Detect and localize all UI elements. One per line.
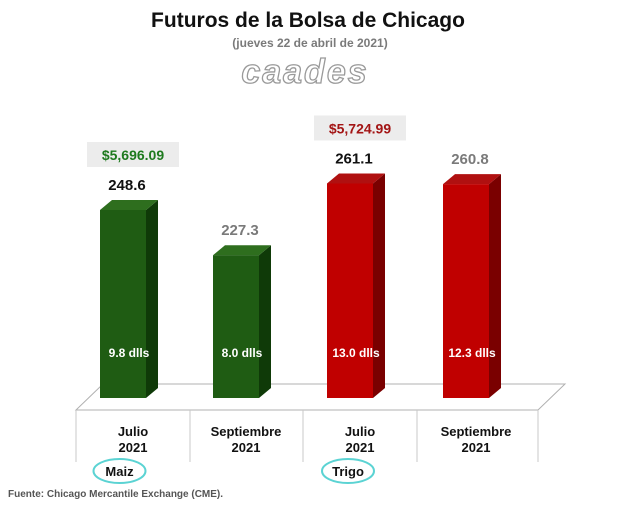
group-label: Trigo bbox=[332, 464, 364, 479]
bar bbox=[443, 184, 489, 398]
bar-top bbox=[443, 174, 501, 185]
labels-layer: Julio2021Septiembre2021MaizJulio2021Sept… bbox=[92, 424, 512, 484]
bar-top bbox=[213, 245, 271, 256]
group-label: Maiz bbox=[105, 464, 134, 479]
category-label-line1: Julio bbox=[118, 424, 148, 439]
bar bbox=[327, 183, 373, 398]
price-badge bbox=[87, 142, 179, 167]
category-label-line2: 2021 bbox=[346, 440, 375, 455]
category-label-line1: Septiembre bbox=[441, 424, 512, 439]
bar-value-label: 248.6 bbox=[108, 177, 146, 194]
category-label-line1: Septiembre bbox=[211, 424, 282, 439]
bar-value-label: 261.1 bbox=[335, 150, 373, 167]
bar-change-label: 9.8 dlls bbox=[109, 346, 150, 360]
bar-side bbox=[373, 173, 385, 398]
category-label-line2: 2021 bbox=[462, 440, 491, 455]
price-label: $5,696.09 bbox=[102, 147, 164, 163]
bar-side bbox=[489, 174, 501, 398]
source-note: Fuente: Chicago Mercantile Exchange (CME… bbox=[8, 489, 223, 500]
bar-value-label: 260.8 bbox=[451, 151, 489, 168]
category-grid bbox=[75, 410, 539, 462]
bar-side bbox=[146, 200, 158, 398]
bars-layer: 9.8 dlls 248.6 8.0 dlls 227.3 $5,696.09 13.0 … bbox=[87, 115, 501, 398]
bar bbox=[213, 255, 259, 398]
group-label-oval bbox=[92, 458, 147, 484]
chart-title: Futuros de la Bolsa de Chicago bbox=[151, 9, 465, 32]
bar-side bbox=[259, 245, 271, 398]
bar bbox=[100, 210, 146, 398]
watermark-logo: caades bbox=[241, 53, 368, 91]
chart-subtitle: (jueves 22 de abril de 2021) bbox=[232, 36, 387, 50]
bar-top bbox=[100, 200, 158, 210]
bar-change-label: 8.0 dlls bbox=[222, 346, 263, 360]
group-label-oval bbox=[321, 458, 375, 484]
bar-change-label: 13.0 dlls bbox=[332, 346, 380, 360]
price-label: $5,724.99 bbox=[329, 120, 391, 136]
bar-top bbox=[327, 173, 385, 184]
category-label-line2: 2021 bbox=[232, 440, 261, 455]
category-label-line1: Julio bbox=[345, 424, 375, 439]
bar-value-label: 227.3 bbox=[221, 222, 259, 239]
price-badge bbox=[314, 115, 406, 141]
category-label-line2: 2021 bbox=[119, 440, 148, 455]
bar-change-label: 12.3 dlls bbox=[448, 346, 496, 360]
